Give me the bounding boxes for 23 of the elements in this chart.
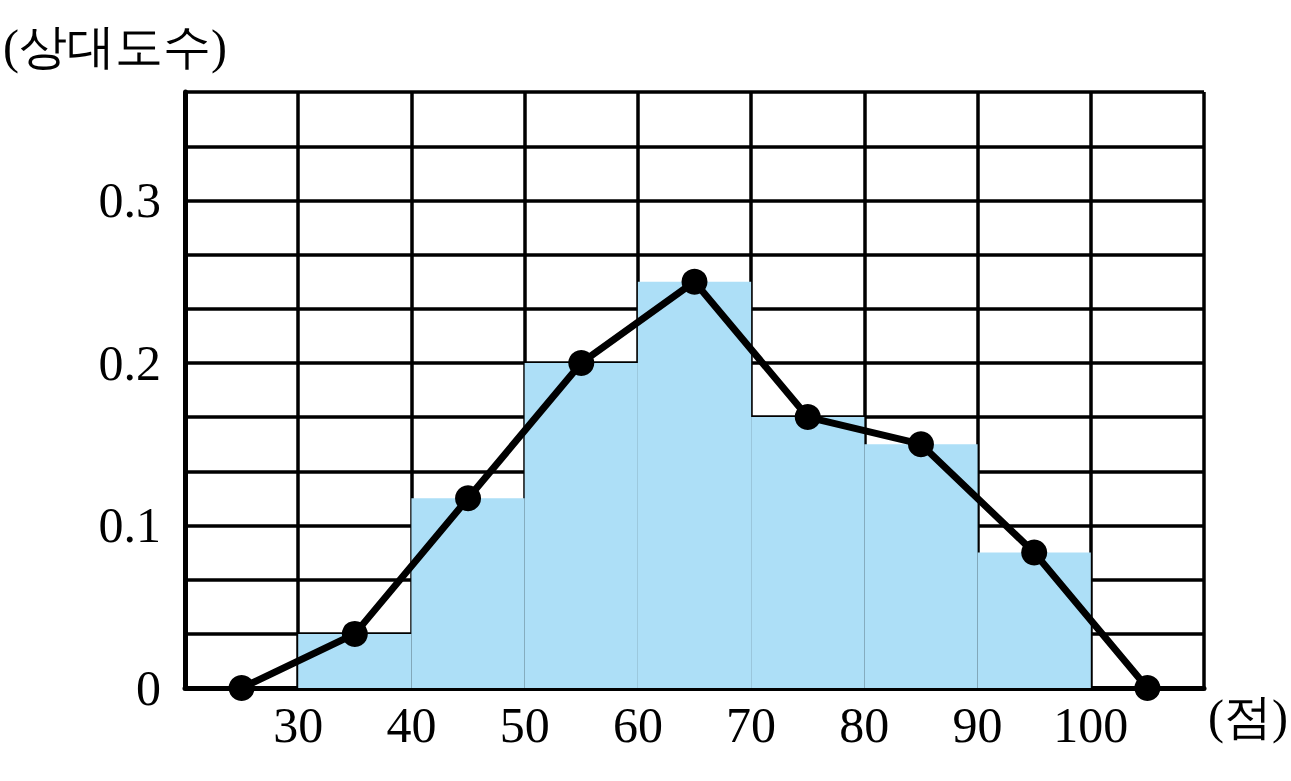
point (681, 268, 708, 295)
point (341, 620, 368, 647)
x-axis-title: (점) (1208, 689, 1288, 744)
x-tick-label: 60 (612, 697, 663, 753)
point (228, 675, 255, 701)
x-tick-label: 40 (386, 697, 437, 753)
point (907, 431, 934, 458)
y-axis-title: (상대도수) (3, 19, 227, 74)
y-tick-label: 0.2 (98, 334, 161, 391)
y-tick-label: 0.3 (98, 172, 161, 229)
x-tick-label: 30 (273, 697, 324, 753)
point (568, 349, 595, 376)
x-tick-label: 80 (839, 697, 890, 753)
point (1134, 675, 1161, 701)
point (794, 404, 821, 431)
x-tick-label: 50 (499, 697, 550, 753)
y-tick-label: 0.1 (98, 497, 161, 554)
point (1021, 539, 1048, 566)
x-tick-label: 90 (952, 697, 1003, 753)
y-tick-label: 0 (135, 660, 161, 716)
x-tick-label: 70 (726, 697, 777, 753)
x-tick-label: 100 (1053, 697, 1129, 753)
point (455, 485, 482, 512)
